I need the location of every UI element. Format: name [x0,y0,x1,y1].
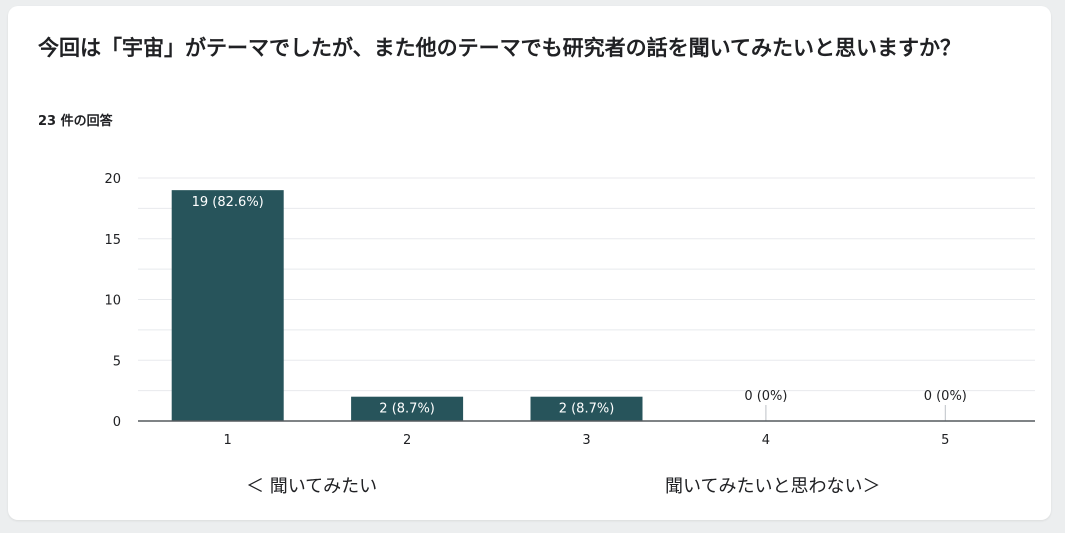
bar-data-label: 2 (8.7%) [559,402,615,417]
y-tick-label: 10 [104,294,121,309]
ytick-layer: 0 5 10 15 20 [104,172,121,430]
bar-1[interactable] [171,190,284,421]
grid-layer [138,177,1035,392]
xtick-layer: 1 2 3 4 5 [224,433,950,448]
y-tick-label: 20 [104,172,121,187]
bar-2[interactable] [351,396,464,421]
response-count: 23 件の回答 [38,114,113,129]
y-tick-label: 15 [104,233,121,248]
question-title: 今回は「宇宙」がテーマでしたが、また他のテーマでも研究者の話を聞いてみたいと思い… [38,36,961,60]
y-tick-label: 5 [113,354,121,369]
response-card: 今回は「宇宙」がテーマでしたが、また他のテーマでも研究者の話を聞いてみたいと思い… [8,6,1051,520]
scale-left-label: ＜ 聞いてみたい [246,476,378,497]
x-tick-label: 4 [762,433,770,448]
bar-data-label: 2 (8.7%) [379,402,435,417]
bars-layer: 19 (82.6%) 2 (8.7%) 2 (8.7%) 0 (0%) 0 (0%) [171,190,967,421]
scale-right-label: 聞いてみたいと思わない＞ [665,476,881,497]
bar-3[interactable] [530,396,643,421]
x-tick-label: 5 [941,433,949,448]
x-tick-label: 3 [582,433,590,448]
y-tick-label: 0 [113,415,121,430]
x-tick-label: 2 [403,433,411,448]
bar-data-label: 0 (0%) [744,389,787,404]
x-tick-label: 1 [224,433,232,448]
bar-data-label: 0 (0%) [924,389,967,404]
bar-data-label: 19 (82.6%) [192,195,264,210]
